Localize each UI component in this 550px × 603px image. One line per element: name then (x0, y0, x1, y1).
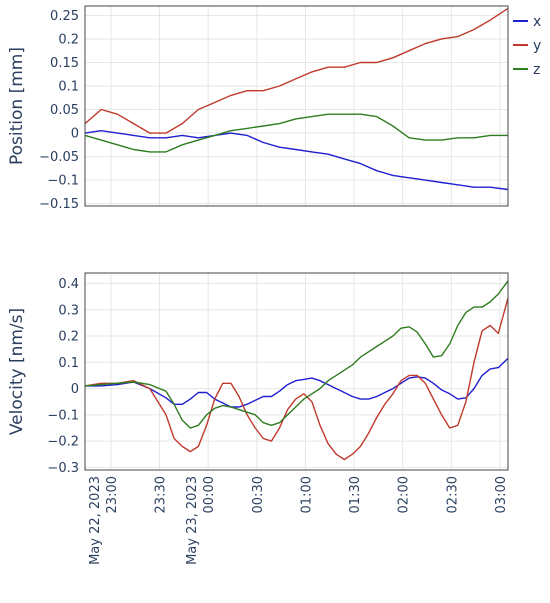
legend-y-label: y (533, 38, 541, 54)
y-tick-label: 0.2 (58, 330, 79, 345)
y-tick-label: 0.25 (50, 9, 79, 24)
series-z-line (84, 113, 508, 153)
y-tick-label: 0 (71, 127, 79, 142)
series-y-line (84, 7, 509, 134)
velocity-panel: 0.4 0.3 0.2 0.1 0 −0.1 −0.2 −0.3 Velocity [nm/s] (7, 272, 509, 476)
x-tick-label: 02:30 (445, 476, 460, 513)
legend-z-label: z (533, 62, 540, 78)
x-tick-label: 03:00 (494, 476, 509, 513)
y-tick-label: 0.2 (58, 32, 79, 47)
x-tick-label: 01:30 (348, 476, 363, 513)
y-axis-label: Velocity [nm/s] (7, 308, 27, 435)
x-tick-date-label: May 23, 2023 (185, 476, 200, 565)
y-tick-label: −0.15 (39, 197, 79, 212)
x-tick-label: 00:30 (251, 476, 266, 513)
plot-frame (84, 272, 509, 471)
y-tick-label: 0.3 (58, 303, 79, 318)
x-tick-label: 00:00 (202, 476, 217, 513)
y-tick-label: −0.1 (47, 408, 79, 423)
plot-frame (84, 5, 509, 207)
position-panel: 0.25 0.2 0.15 0.1 0.05 0 −0.05 −0.1 −0.15 Positio… (7, 5, 509, 212)
y-axis-label: Position [mm] (7, 47, 27, 165)
y-tick-label: 0.1 (58, 356, 79, 371)
y-tick-label: −0.2 (47, 435, 79, 450)
y-tick-label: 0.4 (58, 277, 79, 292)
y-tick-label: −0.3 (47, 461, 79, 476)
y-tick-label: −0.05 (39, 150, 79, 165)
y-tick-label: 0.05 (50, 103, 79, 118)
y-tick-label: −0.1 (47, 174, 79, 189)
y-tick-label: 0.1 (58, 80, 79, 95)
y-tick-label: 0.15 (50, 56, 79, 71)
legend-x-label: x (533, 14, 541, 30)
x-tick-label: 01:00 (299, 476, 314, 513)
series-x-line (85, 357, 509, 408)
series-x-line (84, 130, 509, 191)
x-tick-label: 02:00 (397, 476, 412, 513)
legend: xyz (513, 14, 541, 78)
x-tick-date-label: May 22, 2023 (88, 476, 103, 565)
y-tick-label: 0 (71, 382, 79, 397)
series-y-line (84, 297, 509, 461)
x-tick-label: 23:30 (154, 476, 169, 513)
series-z-line (84, 280, 509, 429)
x-tick-label: 23:00 (105, 476, 120, 513)
